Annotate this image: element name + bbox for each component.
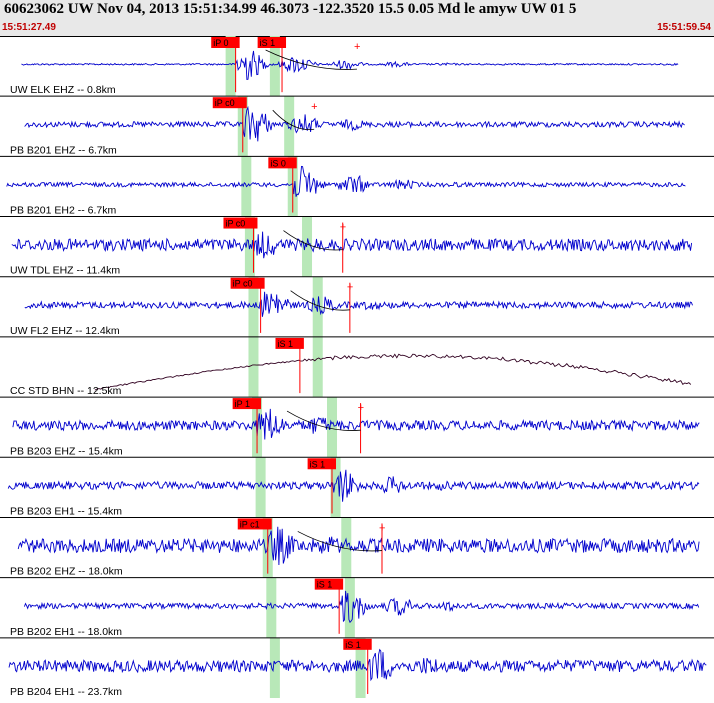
phase-pick-label: iP 0 [213, 38, 228, 48]
waveform-trace [24, 291, 693, 317]
amplitude-marker: + [311, 101, 317, 113]
phase-pick-label: iS 1 [345, 640, 361, 650]
waveform-trace [17, 526, 700, 566]
amplitude-marker: + [340, 222, 346, 234]
waveform-trace [24, 105, 685, 142]
phase-pick-flag [232, 398, 262, 410]
station-label: PB B203 EHZ -- 15.4km [10, 445, 123, 457]
station-label: CC STD BHN -- 12.5km [10, 385, 122, 397]
travel-time-curve [265, 49, 358, 70]
phase-pick-flag [212, 97, 247, 109]
waveform-trace [8, 648, 707, 682]
phase-pick-label: iS 0 [270, 158, 286, 168]
analysis-window [269, 637, 280, 698]
analysis-window [341, 517, 352, 578]
amplitude-marker: + [354, 41, 360, 53]
phase-pick-flag [223, 217, 258, 229]
station-label: PB B203 EH1 -- 15.4km [10, 505, 122, 517]
event-title: 60623062 UW Nov 04, 2013 15:51:34.99 46.… [4, 1, 577, 17]
station-label: PB B202 EHZ -- 18.0km [10, 566, 123, 578]
travel-time-curve [283, 230, 343, 251]
travel-time-curve [297, 531, 383, 552]
station-label: PB B202 EH1 -- 18.0km [10, 626, 122, 638]
phase-pick-label: iP c1 [240, 519, 260, 529]
seismogram-plot[interactable]: iP 0 iS 1 + UW ELK EHZ -- 0.8km iP c0 + PB B20… [0, 36, 714, 698]
phase-pick-label: iS 1 [310, 459, 326, 469]
waveform-trace [7, 469, 700, 502]
phase-pick-flag [237, 518, 272, 530]
amplitude-marker: + [379, 522, 385, 534]
analysis-window [266, 577, 277, 638]
analysis-window [284, 96, 295, 157]
phase-pick-flag [257, 37, 287, 48]
annotation-layer: iP 0 iS 1 + UW ELK EHZ -- 0.8km iP c0 + PB B20… [10, 37, 385, 698]
station-label: UW FL2 EHZ -- 12.4km [10, 325, 120, 337]
analysis-window [344, 577, 355, 638]
analysis-window [269, 36, 280, 97]
phase-pick-label: iS 1 [260, 38, 276, 48]
phase-pick-label: iS 1 [277, 339, 293, 349]
end-time-label: 15:51:59.54 [657, 22, 711, 33]
phase-pick-flag [211, 37, 240, 48]
analysis-window [312, 336, 323, 398]
station-label: PB B201 EH2 -- 6.7km [10, 205, 116, 217]
station-label: UW ELK EHZ -- 0.8km [10, 84, 116, 96]
phase-pick-flag [307, 458, 337, 470]
station-label: PB B201 EHZ -- 6.7km [10, 144, 117, 156]
phase-pick-flag [314, 578, 344, 590]
event-header: 60623062 UW Nov 04, 2013 15:51:34.99 46.… [0, 0, 714, 37]
phase-pick-flag [230, 277, 265, 289]
phase-pick-flag [343, 638, 372, 650]
phase-pick-label: iP 1 [235, 399, 250, 409]
phase-pick-label: iS 1 [317, 580, 333, 590]
travel-time-curve [272, 109, 315, 131]
analysis-window [248, 336, 259, 398]
analysis-window [225, 36, 236, 97]
seismogram-panel[interactable]: iP 0 iS 1 + UW ELK EHZ -- 0.8km iP c0 + PB B20… [0, 36, 714, 698]
waveform-trace [94, 353, 692, 391]
phase-pick-label: iP c0 [233, 279, 253, 289]
amplitude-marker: + [347, 282, 353, 294]
waveform-trace [6, 165, 686, 197]
phase-pick-label: iP c0 [225, 219, 245, 229]
trace-layer [0, 50, 714, 682]
analysis-window [330, 457, 341, 518]
waveform-trace [12, 408, 700, 440]
analysis-window [327, 397, 338, 458]
start-time-label: 15:51:27.49 [2, 22, 56, 33]
waveform-trace [11, 231, 693, 259]
travel-time-curve [286, 410, 361, 431]
travel-time-curve [290, 290, 350, 311]
phase-pick-flag [268, 157, 297, 169]
analysis-window [255, 457, 266, 518]
waveform-trace [23, 590, 700, 624]
phase-pick-label: iP c0 [215, 98, 235, 108]
station-label: PB B204 EH1 -- 23.7km [10, 686, 122, 698]
station-label: UW TDL EHZ -- 11.4km [10, 265, 120, 277]
amplitude-marker: + [358, 402, 364, 414]
waveform-trace [21, 50, 679, 81]
window-layer [225, 36, 366, 698]
analysis-window [248, 276, 259, 337]
phase-pick-flag [275, 337, 304, 349]
